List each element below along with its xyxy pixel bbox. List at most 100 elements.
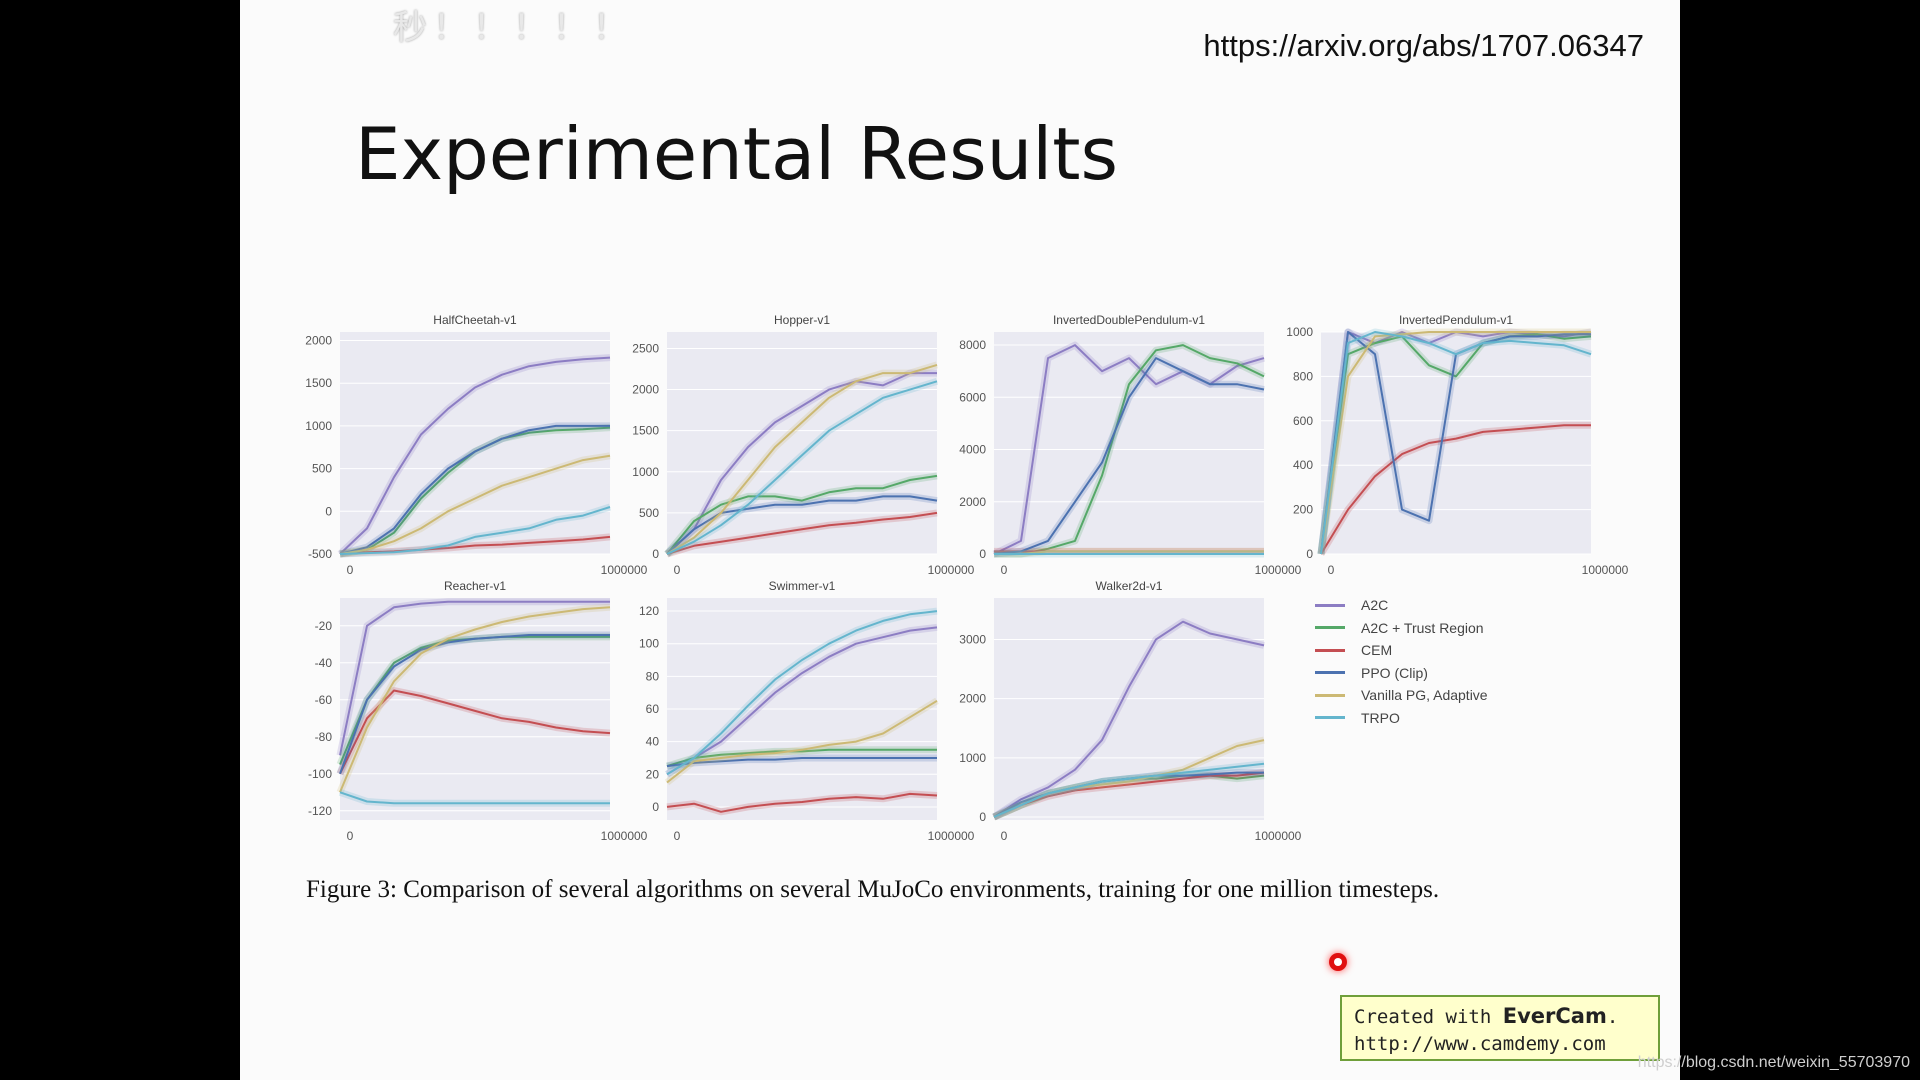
chart-title: InvertedDoublePendulum-v1 <box>1053 313 1205 327</box>
y-tick-label: 1000 <box>1286 325 1313 339</box>
plot-area <box>1321 332 1591 554</box>
chart-svg: -20 -40 -60 -80 -100 -120 Reacher-v1 0 1000000 <box>308 579 648 843</box>
chart-title: HalfCheetah-v1 <box>433 313 517 327</box>
chart-svg: 120 100 80 60 40 20 0 Swimmer-v1 0 1000000 <box>639 579 975 843</box>
y-tick-label: 0 <box>1306 547 1313 561</box>
legend-item: A2C + Trust Region <box>1315 617 1555 640</box>
x-tick-label: 1000000 <box>1255 563 1302 577</box>
series-line <box>993 762 1265 818</box>
y-tick-label: -40 <box>315 656 333 670</box>
y-tick-label: 600 <box>1293 414 1313 428</box>
series-line <box>666 610 938 776</box>
chart-title: Reacher-v1 <box>444 579 506 593</box>
y-tick-label: 2000 <box>959 692 986 706</box>
x-tick-label: 0 <box>1328 563 1335 577</box>
series-line <box>339 689 611 775</box>
y-tick-label: 2000 <box>632 383 659 397</box>
chart-swimmer: 120 100 80 60 40 20 0 Swimmer-v1 0 1000000 <box>617 576 975 846</box>
series-line <box>666 380 938 555</box>
chart-title: Walker2d-v1 <box>1096 579 1163 593</box>
legend-item: CEM <box>1315 639 1555 662</box>
series-line <box>339 791 610 805</box>
y-tick-label: 1500 <box>632 424 659 438</box>
watermark-text: https://blog.csdn.net/weixin_55703970 <box>1637 1054 1910 1071</box>
series-line <box>339 506 611 555</box>
y-tick-label: 2500 <box>632 341 659 355</box>
y-tick-label: 100 <box>639 637 659 651</box>
y-tick-label: 800 <box>1293 369 1313 383</box>
figure-caption: Figure 3: Comparison of several algorith… <box>306 876 1440 903</box>
evercam-badge[interactable]: Created with EverCam. http://www.camdemy… <box>1340 995 1660 1061</box>
series-line <box>1320 331 1591 555</box>
y-tick-label: 0 <box>652 547 659 561</box>
evercam-brand: EverCam <box>1502 1004 1607 1028</box>
series-line <box>1320 424 1591 555</box>
plot-area <box>667 332 937 554</box>
y-tick-label: 1000 <box>305 419 332 433</box>
y-tick-label: 60 <box>646 702 660 716</box>
y-tick-label: -120 <box>308 804 332 818</box>
y-tick-label: 500 <box>639 506 659 520</box>
chart-svg: 3000 2000 1000 0 Walker2d-v1 0 1000000 <box>959 579 1301 843</box>
y-tick-label: 120 <box>639 604 659 618</box>
chart-inverted-double-pendulum: 8000 6000 4000 2000 0 InvertedDoublePendulum-… <box>944 310 1301 580</box>
chart-reacher: -20 -40 -60 -80 -100 -120 Reacher-v1 0 1000000 <box>290 576 648 846</box>
chart-halfcheetah: 2000 1500 1000 500 0 -500 HalfCheetah-v1 0 10000… <box>290 310 647 580</box>
legend-label: CEM <box>1361 642 1393 659</box>
y-tick-label: 8000 <box>959 338 986 352</box>
series-line <box>1320 331 1592 555</box>
series-line <box>666 474 938 555</box>
series-line <box>666 363 938 555</box>
evercam-prefix: Created with <box>1354 1006 1492 1028</box>
series-line <box>339 606 611 793</box>
chart-hopper: 2500 2000 1500 1000 500 0 Hopper-v1 0 1000000 <box>617 310 974 580</box>
legend-swatch <box>1315 648 1345 652</box>
y-tick-label: -500 <box>308 547 332 561</box>
legend-label: A2C <box>1361 597 1389 614</box>
legend-item: Vanilla PG, Adaptive <box>1315 684 1555 707</box>
y-tick-label: 40 <box>646 735 660 749</box>
series-line <box>339 600 610 756</box>
y-tick-label: 0 <box>979 810 986 824</box>
y-tick-label: 0 <box>652 800 659 814</box>
x-tick-label: 0 <box>347 829 354 843</box>
y-tick-label: 6000 <box>959 390 986 404</box>
slide-title: Experimental Results <box>355 112 1118 196</box>
y-tick-label: 1500 <box>305 376 332 390</box>
legend-swatch <box>1315 671 1345 675</box>
y-tick-label: 0 <box>325 504 332 518</box>
legend-label: A2C + Trust Region <box>1361 619 1484 636</box>
y-tick-label: -100 <box>308 767 332 781</box>
y-tick-label: -20 <box>315 619 333 633</box>
series-line <box>666 511 938 555</box>
chart-title: InvertedPendulum-v1 <box>1399 313 1513 327</box>
series-line <box>993 620 1265 818</box>
series-line <box>666 748 937 768</box>
x-tick-label: 1000000 <box>928 563 975 577</box>
series-line <box>339 424 610 555</box>
series-line <box>994 550 1264 555</box>
slide: https://arxiv.org/abs/1707.06347 Experim… <box>240 0 1680 1080</box>
y-tick-label: 500 <box>312 462 332 476</box>
series-line <box>993 344 1265 555</box>
y-tick-label: 1000 <box>632 465 659 479</box>
chart-inverted-pendulum: 1000 800 600 400 200 0 InvertedPendulum-v1 0 100… <box>1271 310 1628 580</box>
legend-item: PPO (Clip) <box>1315 662 1555 685</box>
y-tick-label: -60 <box>315 693 333 707</box>
plot-area <box>994 332 1264 554</box>
x-tick-label: 1000000 <box>928 829 975 843</box>
legend-swatch <box>1315 716 1345 720</box>
x-tick-label: 0 <box>1001 829 1008 843</box>
chart-svg: 8000 6000 4000 2000 0 InvertedDoublePendulum-… <box>959 313 1301 577</box>
evercam-url[interactable]: http://www.camdemy.com <box>1354 1033 1606 1055</box>
danmaku-comment: 秒！！！！！ <box>393 8 633 48</box>
legend-label: PPO (Clip) <box>1361 664 1428 681</box>
y-tick-label: 1000 <box>959 751 986 765</box>
y-tick-label: 2000 <box>959 495 986 509</box>
legend-item: TRPO <box>1315 707 1555 730</box>
series-line <box>993 771 1265 818</box>
y-tick-label: -80 <box>315 730 333 744</box>
arxiv-link[interactable]: https://arxiv.org/abs/1707.06347 <box>1203 28 1644 63</box>
y-tick-label: 3000 <box>959 632 986 646</box>
series-line <box>666 699 938 784</box>
